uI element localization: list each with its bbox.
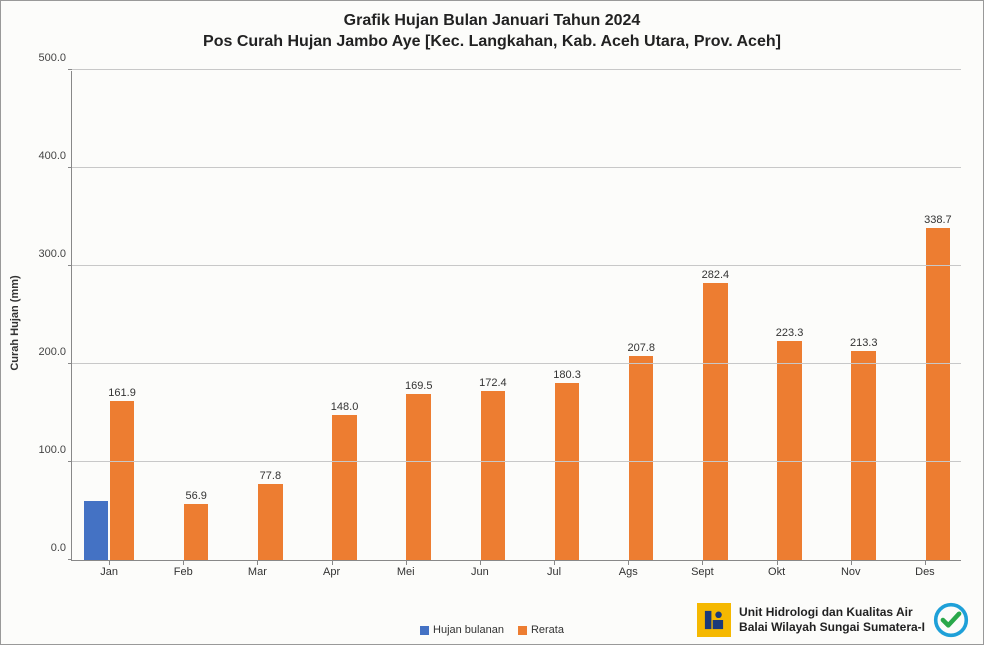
- bar-value-label: 207.8: [627, 342, 655, 356]
- xtick-mark: [702, 561, 703, 565]
- bar: 223.3: [777, 341, 801, 560]
- ytick-label: 500.0: [38, 52, 72, 64]
- ytick-mark: [68, 69, 72, 70]
- gridline: [72, 461, 961, 462]
- bar: 56.9: [184, 504, 208, 560]
- bar: 282.4: [703, 283, 727, 560]
- bar-value-label: 77.8: [260, 470, 281, 484]
- ytick-mark: [68, 461, 72, 462]
- ytick-mark: [68, 363, 72, 364]
- legend-label: Hujan bulanan: [433, 624, 504, 636]
- xtick-mark: [554, 561, 555, 565]
- chart-title: Grafik Hujan Bulan Januari Tahun 2024 Po…: [1, 1, 983, 53]
- plot-area: 161.9 56.9 77.8 148.0 169.5 172.4 180.3 207.8 28…: [71, 71, 961, 561]
- chart-container: Grafik Hujan Bulan Januari Tahun 2024 Po…: [0, 0, 984, 645]
- bar: 148.0: [332, 415, 356, 560]
- bar-value-label: 148.0: [331, 401, 359, 415]
- bar: 161.9: [110, 401, 134, 560]
- legend-item: Rerata: [518, 624, 564, 636]
- xtick-mark: [480, 561, 481, 565]
- bars-layer: 161.9 56.9 77.8 148.0 169.5 172.4 180.3 207.8 28…: [72, 71, 961, 560]
- bar: 338.7: [926, 228, 950, 560]
- footer-line2: Balai Wilayah Sungai Sumatera-I: [739, 620, 925, 635]
- gridline: [72, 363, 961, 364]
- xtick-mark: [109, 561, 110, 565]
- xtick-mark: [925, 561, 926, 565]
- xtick-mark: [332, 561, 333, 565]
- legend: Hujan bulanan Rerata: [420, 624, 564, 636]
- bar-value-label: 282.4: [702, 269, 730, 283]
- xtick-mark: [628, 561, 629, 565]
- ytick-label: 400.0: [38, 150, 72, 162]
- ytick-mark: [68, 265, 72, 266]
- bar-value-label: 338.7: [924, 214, 952, 228]
- xtick-mark: [183, 561, 184, 565]
- ytick-mark: [68, 167, 72, 168]
- ytick-label: 100.0: [38, 444, 72, 456]
- bar-value-label: 56.9: [186, 490, 207, 504]
- footer: Unit Hidrologi dan Kualitas Air Balai Wi…: [697, 602, 969, 638]
- bar-value-label: 223.3: [776, 327, 804, 341]
- chart-title-line2: Pos Curah Hujan Jambo Aye [Kec. Langkaha…: [1, 32, 983, 53]
- gridline: [72, 167, 961, 168]
- xtick-mark: [851, 561, 852, 565]
- pu-logo-icon: [697, 603, 731, 637]
- legend-label: Rerata: [531, 624, 564, 636]
- bar-value-label: 169.5: [405, 380, 433, 394]
- bar: 77.8: [258, 484, 282, 560]
- bar: 172.4: [481, 391, 505, 560]
- bar: 207.8: [629, 356, 653, 560]
- bar: 213.3: [851, 351, 875, 560]
- ytick-label: 0.0: [51, 542, 72, 554]
- bar-value-label: 213.3: [850, 337, 878, 351]
- y-axis-label: Curah Hujan (mm): [9, 275, 21, 370]
- ytick-label: 300.0: [38, 248, 72, 260]
- ytick-label: 200.0: [38, 346, 72, 358]
- bar: [84, 501, 108, 560]
- legend-swatch-icon: [420, 626, 429, 635]
- ytick-mark: [68, 559, 72, 560]
- gridline: [72, 69, 961, 70]
- bar-value-label: 172.4: [479, 377, 507, 391]
- xtick-mark: [777, 561, 778, 565]
- bar-value-label: 180.3: [553, 369, 581, 383]
- bar: 180.3: [555, 383, 579, 560]
- xtick-mark: [406, 561, 407, 565]
- legend-item: Hujan bulanan: [420, 624, 504, 636]
- bar-value-label: 161.9: [108, 387, 136, 401]
- bar: 169.5: [406, 394, 430, 560]
- gridline: [72, 265, 961, 266]
- chart-title-line1: Grafik Hujan Bulan Januari Tahun 2024: [1, 11, 983, 32]
- footer-text: Unit Hidrologi dan Kualitas Air Balai Wi…: [739, 605, 925, 635]
- legend-swatch-icon: [518, 626, 527, 635]
- certification-badge-icon: [933, 602, 969, 638]
- xtick-mark: [257, 561, 258, 565]
- footer-line1: Unit Hidrologi dan Kualitas Air: [739, 605, 925, 620]
